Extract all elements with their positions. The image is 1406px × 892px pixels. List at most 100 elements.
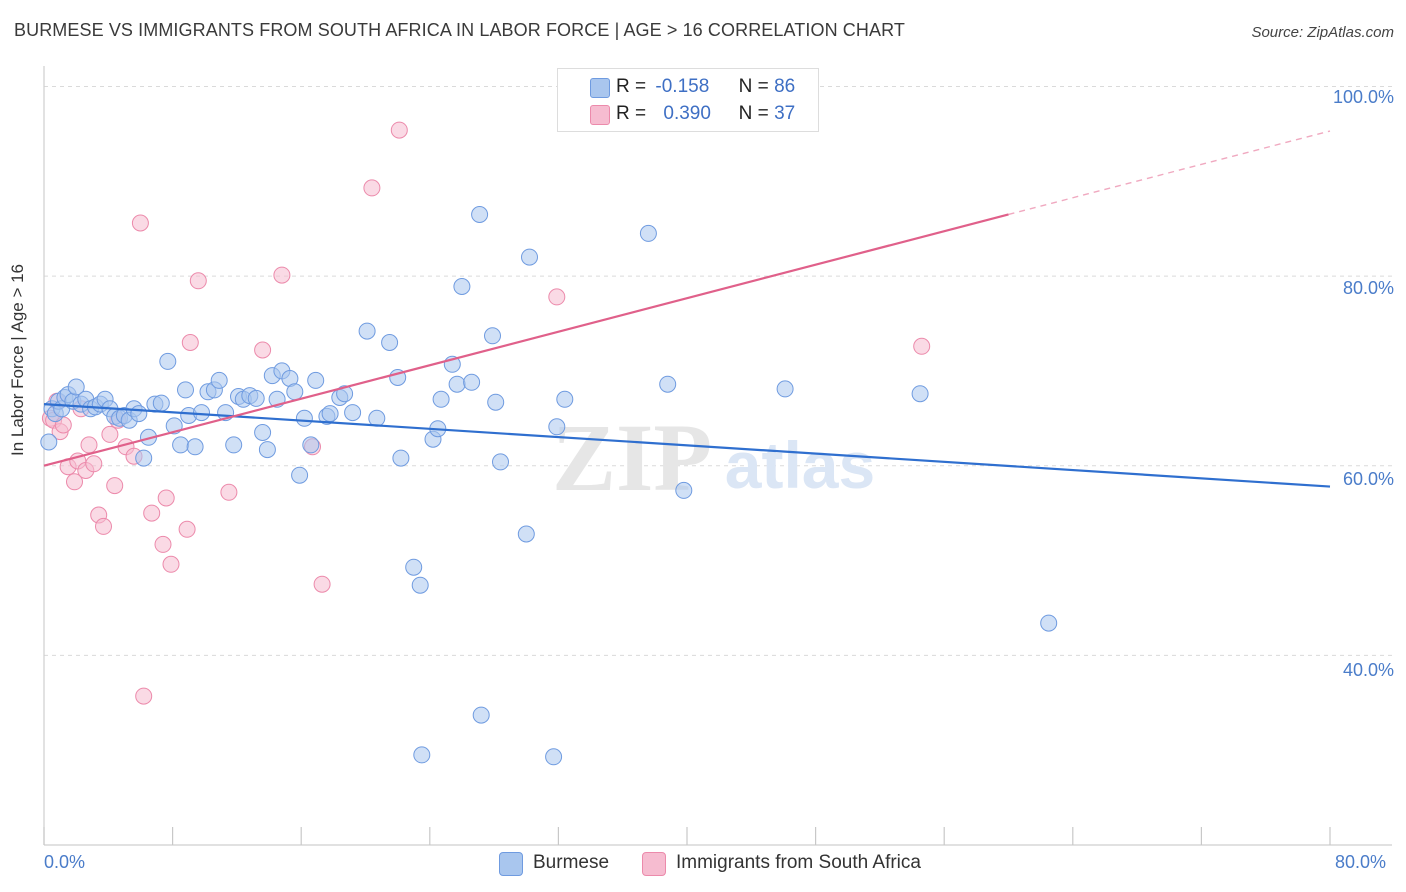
south-africa-n-value: 37 — [774, 103, 796, 124]
burmese-point — [286, 383, 304, 401]
y-tick-label: 40.0% — [1342, 660, 1394, 680]
burmese-point — [675, 481, 693, 499]
burmese-point — [472, 706, 490, 724]
r-label: R = — [616, 76, 647, 97]
burmese-point — [193, 404, 210, 422]
burmese-point — [448, 375, 466, 393]
r-label: R = — [616, 103, 647, 124]
south-africa-point — [273, 266, 291, 284]
burmese-point — [344, 404, 362, 422]
south-africa-point — [363, 179, 381, 197]
south-africa-r-value: 0.390 — [663, 103, 711, 124]
burmese-point — [776, 380, 794, 398]
burmese-point — [254, 424, 272, 441]
source-label: Source: ZipAtlas.com — [1251, 24, 1394, 41]
y-tick-label: 80.0% — [1342, 278, 1394, 298]
south-africa-trend-extension — [1008, 130, 1331, 216]
burmese-point — [40, 433, 58, 451]
south-africa-point — [548, 288, 566, 306]
burmese-point — [186, 438, 204, 456]
south-africa-point — [189, 272, 207, 290]
south-africa-swatch — [590, 105, 610, 125]
burmese-point — [159, 352, 177, 370]
n-label: N = — [738, 103, 769, 124]
south-africa-point — [390, 121, 408, 139]
south-africa-point — [131, 214, 149, 232]
n-label: N = — [738, 76, 769, 97]
burmese-point — [358, 322, 376, 340]
legend-row-burmese: R = -0.158 N = 86 — [590, 76, 796, 98]
burmese-swatch — [590, 78, 610, 98]
burmese-n-value: 86 — [774, 76, 796, 97]
burmese-point — [1040, 614, 1058, 632]
burmese-point — [172, 436, 190, 454]
burmese-point — [659, 375, 677, 393]
watermark-atlas: atlas — [725, 428, 875, 502]
burmese-point — [639, 224, 657, 242]
burmese-point — [521, 248, 538, 266]
south-africa-point — [66, 473, 83, 491]
chart-title: BURMESE VS IMMIGRANTS FROM SOUTH AFRICA … — [14, 20, 905, 40]
trend-lines — [43, 130, 1331, 488]
burmese-point — [405, 558, 423, 576]
burmese-point — [295, 409, 313, 427]
y-axis-label: In Labor Force | Age > 16 — [8, 263, 27, 456]
y-tick-label: 60.0% — [1342, 469, 1394, 489]
burmese-point — [548, 418, 566, 436]
burmese-point — [336, 385, 354, 403]
burmese-point — [463, 373, 481, 391]
burmese-legend-swatch — [499, 852, 523, 876]
south-africa-point — [143, 504, 161, 522]
legend-item-burmese: Burmese — [499, 852, 609, 876]
burmese-points — [40, 206, 1058, 766]
x-tick-label-min: 0.0% — [44, 852, 86, 872]
burmese-point — [302, 436, 320, 454]
south-africa-point — [254, 341, 272, 359]
south-africa-trend-line — [43, 213, 1009, 467]
burmese-point — [130, 405, 148, 423]
y-tick-label: 100.0% — [1332, 87, 1394, 107]
south-africa-point — [181, 334, 199, 351]
burmese-point — [487, 393, 505, 411]
south-africa-point — [135, 687, 153, 705]
burmese-point — [177, 381, 194, 399]
burmese-point — [291, 466, 309, 484]
burmese-point — [484, 327, 501, 345]
south-africa-point — [95, 517, 112, 535]
south-africa-point — [913, 337, 931, 355]
south-africa-point — [220, 483, 238, 501]
south-africa-point — [85, 455, 103, 473]
burmese-point — [911, 385, 929, 403]
burmese-point — [392, 449, 410, 467]
south-africa-point — [178, 520, 196, 538]
burmese-point — [556, 390, 574, 408]
axes — [43, 66, 1392, 846]
burmese-point — [225, 436, 243, 454]
burmese-point — [453, 278, 471, 295]
burmese-point — [471, 206, 489, 223]
burmese-point — [517, 525, 535, 543]
south-africa-point — [154, 535, 172, 553]
burmese-point — [411, 576, 429, 594]
south-africa-point — [80, 436, 98, 454]
south-africa-point — [162, 555, 180, 573]
south-africa-point — [101, 425, 119, 443]
south-africa-point — [313, 575, 331, 593]
south-africa-legend-label: Immigrants from South Africa — [676, 852, 921, 873]
burmese-point — [321, 405, 339, 423]
burmese-point — [413, 746, 431, 764]
south-africa-point — [157, 489, 175, 507]
burmese-point — [247, 389, 265, 407]
burmese-point — [307, 371, 325, 389]
burmese-point — [135, 449, 153, 467]
burmese-point — [258, 441, 276, 459]
legend-row-south-africa: R = 0.390 N = 37 — [590, 103, 796, 125]
burmese-point — [152, 394, 170, 412]
burmese-point — [381, 334, 399, 351]
burmese-point — [432, 390, 450, 408]
burmese-point — [67, 378, 85, 396]
burmese-point — [368, 409, 386, 427]
burmese-point — [492, 453, 509, 471]
south-africa-point — [106, 477, 124, 495]
